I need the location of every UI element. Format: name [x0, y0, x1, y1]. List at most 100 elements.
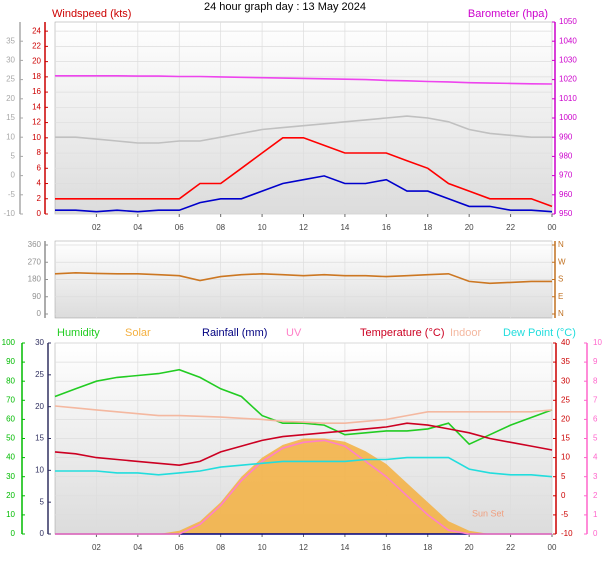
y-tick-label: 40	[561, 338, 570, 347]
y-tick-label: N	[558, 240, 564, 249]
x-tick-label: 00	[548, 543, 557, 552]
line	[54, 405, 553, 424]
y-tick-label: 0	[11, 529, 16, 538]
y-tick-label: 970	[559, 171, 573, 180]
y-tick-label: 6	[37, 163, 42, 172]
y-tick-label: 8	[593, 376, 598, 385]
y-tick-label: -5	[8, 190, 16, 199]
y-tick-label: 20	[6, 94, 15, 103]
y-tick-label: 14	[32, 102, 41, 111]
y-tick-label: 1030	[559, 56, 577, 65]
y-tick-label: 2	[37, 194, 42, 203]
y-tick-label: 10	[561, 453, 570, 462]
x-tick-label: 22	[506, 223, 515, 232]
y-tick-label: 0	[40, 529, 45, 538]
area	[55, 438, 552, 534]
y-tick-label: 10	[6, 132, 15, 141]
y-tick-label: 80	[6, 376, 15, 385]
y-tick-label: 24	[32, 26, 41, 35]
x-tick-label: 16	[382, 223, 391, 232]
line	[55, 137, 553, 208]
y-tick-label: 25	[35, 370, 44, 379]
legend-label: Dew Point (°C)	[503, 327, 576, 339]
x-tick-label: 00	[548, 223, 557, 232]
y-tick-label: 60	[6, 415, 15, 424]
line	[55, 456, 553, 478]
legend-label: Rainfall (mm)	[202, 327, 267, 339]
y-tick-label: N	[558, 309, 564, 318]
y-tick-label: 100	[2, 338, 16, 347]
y-tick-label: 30	[561, 376, 570, 385]
y-tick-label: 18	[32, 72, 41, 81]
x-tick-label: 08	[216, 223, 225, 232]
x-tick-label: 08	[216, 543, 225, 552]
legend-label: UV	[286, 327, 302, 339]
y-tick-label: 50	[6, 434, 15, 443]
x-tick-label: 18	[423, 543, 432, 552]
y-tick-label: 8	[37, 148, 42, 157]
line	[55, 75, 553, 85]
x-tick-label: 12	[299, 223, 308, 232]
x-tick-label: 22	[506, 543, 515, 552]
y-tick-label: 15	[6, 113, 15, 122]
y-tick-label: 5	[593, 434, 598, 443]
y-tick-label: 270	[28, 257, 42, 266]
y-tick-label: 3	[593, 472, 598, 481]
x-tick-label: 18	[423, 223, 432, 232]
y-tick-label: 20	[32, 57, 41, 66]
y-tick-label: 1010	[559, 94, 577, 103]
line	[54, 368, 553, 446]
y-tick-label: -10	[561, 529, 573, 538]
y-tick-label: -10	[3, 209, 15, 218]
y-tick-label: 10	[35, 465, 44, 474]
y-tick-label: 25	[6, 75, 15, 84]
x-tick-label: 14	[340, 223, 349, 232]
y-tick-label: 20	[561, 415, 570, 424]
y-tick-label: 15	[561, 434, 570, 443]
x-tick-label: 06	[175, 543, 184, 552]
annotation: Sun Set	[472, 508, 505, 518]
y-tick-label: 20	[35, 402, 44, 411]
y-tick-label: 1040	[559, 36, 577, 45]
x-tick-label: 06	[175, 223, 184, 232]
x-tick-label: 10	[258, 543, 267, 552]
y-tick-label: 980	[559, 152, 573, 161]
y-tick-label: 0	[11, 171, 16, 180]
y-tick-label: S	[558, 275, 563, 284]
y-tick-label: 22	[32, 41, 41, 50]
legend-label: Indoor	[450, 327, 482, 339]
x-tick-label: 10	[258, 223, 267, 232]
y-tick-label: W	[558, 257, 566, 266]
y-tick-label: 9	[593, 357, 598, 366]
line	[55, 175, 553, 213]
y-tick-label: 0	[561, 491, 566, 500]
x-tick-label: 14	[340, 543, 349, 552]
x-tick-label: 16	[382, 543, 391, 552]
y-tick-label: 35	[561, 357, 570, 366]
line	[54, 271, 552, 285]
y-tick-label: 90	[6, 357, 15, 366]
y-tick-label: 7	[593, 395, 598, 404]
y-tick-label: 4	[37, 179, 42, 188]
y-tick-label: 0	[593, 529, 598, 538]
y-tick-label: 0	[37, 209, 42, 218]
x-tick-label: 02	[92, 543, 101, 552]
y-tick-label: 40	[6, 453, 15, 462]
y-tick-label: 25	[561, 395, 570, 404]
y-tick-label: 15	[35, 434, 44, 443]
y-tick-label: 5	[561, 472, 566, 481]
y-tick-label: 10	[593, 338, 602, 347]
legend-label: Humidity	[57, 327, 100, 339]
x-tick-label: 04	[133, 543, 142, 552]
y-tick-label: 4	[593, 453, 598, 462]
y-tick-label: 5	[40, 497, 45, 506]
x-tick-label: 02	[92, 223, 101, 232]
axis-label: Barometer (hpa)	[468, 8, 548, 20]
x-tick-label: 20	[465, 223, 474, 232]
line	[54, 422, 553, 467]
y-tick-label: 10	[6, 510, 15, 519]
y-tick-label: 1050	[559, 17, 577, 26]
y-tick-label: 90	[32, 292, 41, 301]
